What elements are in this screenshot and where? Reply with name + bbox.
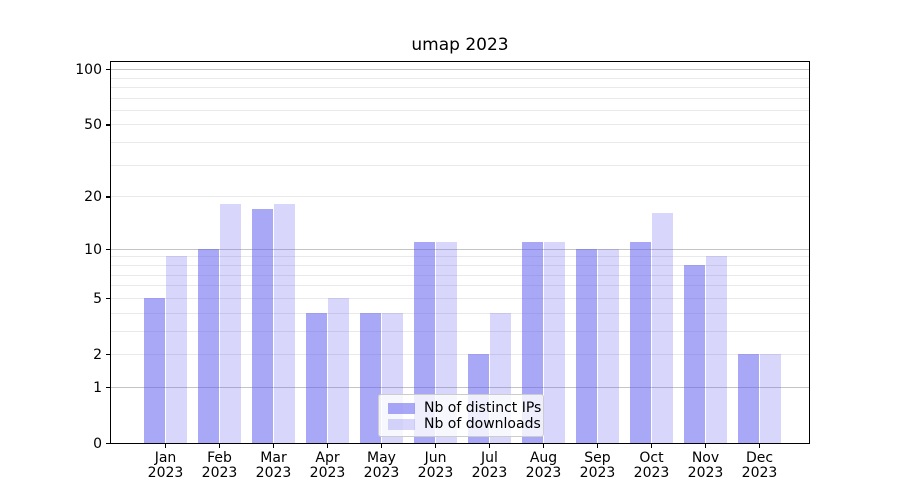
gridline-y-40: [111, 142, 809, 144]
x-tick-label-aug: Aug 2023: [525, 450, 562, 481]
gridline-y-2: [111, 354, 809, 355]
bar-jun-downloads: [435, 241, 458, 443]
x-tick-label-may: May 2023: [363, 450, 400, 481]
legend-entry-distinct-ips: Nb of distinct IPs: [388, 400, 541, 416]
gridline-y-100: [111, 69, 809, 71]
y-tick-label-2: 2: [93, 346, 102, 363]
x-tick-label-dec: Dec 2023: [741, 450, 778, 481]
y-tick-label-1: 1: [93, 379, 102, 396]
x-tickmark-mar: [272, 444, 275, 448]
x-tick-label-apr: Apr 2023: [309, 450, 346, 481]
y-tickmark-20: [106, 196, 110, 198]
x-tickmark-jul: [488, 444, 491, 448]
gridline-y-60: [111, 109, 809, 111]
legend-entry-downloads: Nb of downloads: [388, 416, 541, 432]
x-tickmark-may: [380, 444, 383, 448]
bar-nov-ips: [683, 265, 706, 443]
x-tick-label-jan: Jan 2023: [147, 450, 184, 481]
legend: Nb of distinct IPs Nb of downloads: [378, 394, 544, 437]
x-tick-label-mar: Mar 2023: [255, 450, 292, 481]
bar-apr-downloads: [327, 297, 350, 443]
gridline-y-5: [111, 297, 809, 299]
bar-jun-ips: [413, 241, 436, 443]
y-tickmark-2: [106, 353, 110, 356]
bar-sep-downloads: [597, 248, 620, 443]
gridline-y-3: [111, 330, 809, 332]
bar-may-ips: [359, 312, 382, 443]
gridline-y-80: [111, 86, 809, 88]
gridline-y-90: [111, 77, 809, 79]
gridline-y-8: [111, 265, 809, 266]
gridline-y-20: [111, 196, 809, 198]
x-tickmark-dec: [758, 444, 761, 448]
x-tickmark-nov: [704, 444, 707, 448]
x-tickmark-jan: [164, 444, 167, 448]
bar-jan-ips: [143, 297, 166, 443]
x-tick-label-jun: Jun 2023: [417, 450, 454, 481]
y-tick-label-100: 100: [75, 62, 102, 79]
bar-dec-downloads: [759, 354, 782, 443]
bar-apr-ips: [305, 312, 328, 443]
legend-label-downloads: Nb of downloads: [424, 416, 541, 432]
x-tickmark-apr: [326, 444, 329, 448]
x-tickmark-jun: [434, 444, 437, 448]
y-tickmark-5: [106, 297, 110, 300]
gridline-y-9: [111, 256, 809, 258]
bar-oct-downloads: [651, 213, 674, 443]
x-tick-label-jul: Jul 2023: [471, 450, 508, 481]
y-tick-label-10: 10: [84, 241, 102, 258]
bar-oct-ips: [629, 241, 652, 443]
gridline-y-4: [111, 312, 809, 314]
gridline-y-6: [111, 285, 809, 287]
x-tickmark-aug: [542, 444, 545, 448]
bar-nov-downloads: [705, 256, 728, 443]
legend-swatch-distinct-ips: [388, 402, 415, 414]
gridline-y-30: [111, 164, 809, 166]
y-tick-label-0: 0: [93, 436, 102, 452]
gridline-y-10: [111, 248, 809, 250]
legend-label-distinct-ips: Nb of distinct IPs: [424, 400, 542, 416]
x-tickmark-oct: [650, 444, 653, 448]
bar-aug-downloads: [543, 241, 566, 443]
bar-sep-ips: [575, 248, 598, 443]
chart-title: umap 2023: [411, 35, 509, 55]
y-tick-label-5: 5: [93, 290, 102, 307]
x-tick-label-feb: Feb 2023: [201, 450, 238, 481]
gridline-y-70: [111, 97, 809, 99]
bar-aug-ips: [521, 241, 544, 443]
plot-area: [110, 61, 810, 444]
y-tickmark-0: [106, 443, 110, 445]
legend-swatch-downloads: [388, 418, 415, 430]
bar-mar-ips: [251, 208, 274, 443]
bar-feb-downloads: [219, 204, 242, 443]
y-tickmark-50: [106, 124, 110, 126]
gridline-y-50: [111, 124, 809, 126]
y-tick-label-50: 50: [84, 117, 102, 134]
y-tickmark-10: [106, 248, 110, 251]
y-tick-label-20: 20: [84, 189, 102, 206]
bar-feb-ips: [197, 248, 220, 443]
x-tickmark-sep: [596, 444, 599, 448]
gridline-y-7: [111, 274, 809, 276]
gridline-y-1: [111, 386, 809, 388]
x-tick-label-oct: Oct 2023: [633, 450, 670, 481]
y-tickmark-1: [106, 386, 110, 389]
y-tickmark-100: [106, 69, 110, 71]
x-tick-label-nov: Nov 2023: [687, 450, 724, 481]
x-tick-label-sep: Sep 2023: [579, 450, 616, 481]
bar-mar-downloads: [273, 204, 296, 443]
x-tickmark-feb: [218, 444, 221, 448]
bar-jan-downloads: [165, 256, 188, 443]
bar-dec-ips: [737, 354, 760, 443]
